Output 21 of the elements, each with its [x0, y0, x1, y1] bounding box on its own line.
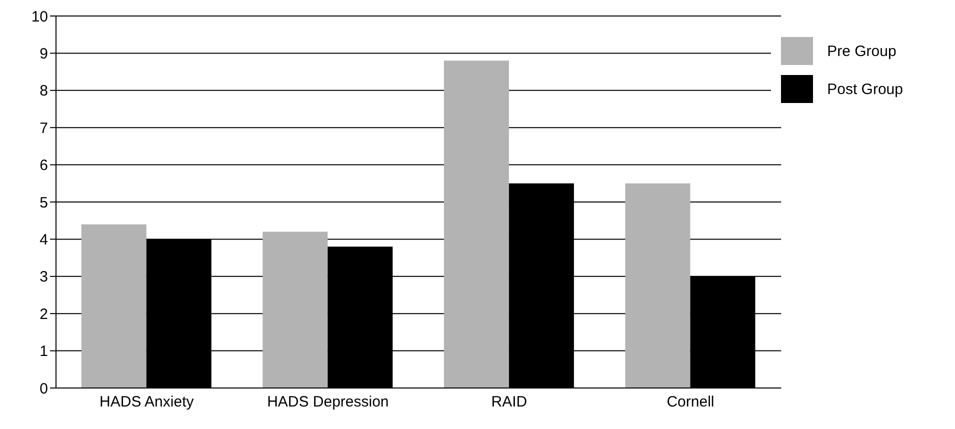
y-tick-label: 1 [40, 343, 48, 360]
x-tick-label: HADS Anxiety [100, 394, 194, 411]
y-tick-label: 9 [40, 46, 48, 63]
legend-label: Post Group [827, 80, 903, 98]
x-tick-label: HADS Depression [267, 394, 389, 411]
x-tick-label: Cornell [666, 394, 714, 411]
bar [625, 183, 690, 388]
bar [262, 232, 328, 388]
bar [81, 224, 146, 388]
y-tick-label: 5 [40, 194, 48, 212]
y-tick-label: 8 [40, 82, 48, 100]
y-tick-label: 6 [40, 157, 48, 174]
bar [444, 60, 509, 388]
y-tick-label: 3 [40, 268, 48, 286]
legend-label: Pre Group [827, 42, 896, 60]
y-tick-label: 4 [40, 232, 48, 249]
y-tick-label: 7 [40, 120, 48, 137]
x-tick-label: RAID [491, 394, 528, 411]
y-tick-label: 10 [31, 8, 48, 26]
y-tick-label: 2 [40, 306, 48, 323]
y-tick-label: 0 [40, 380, 48, 398]
